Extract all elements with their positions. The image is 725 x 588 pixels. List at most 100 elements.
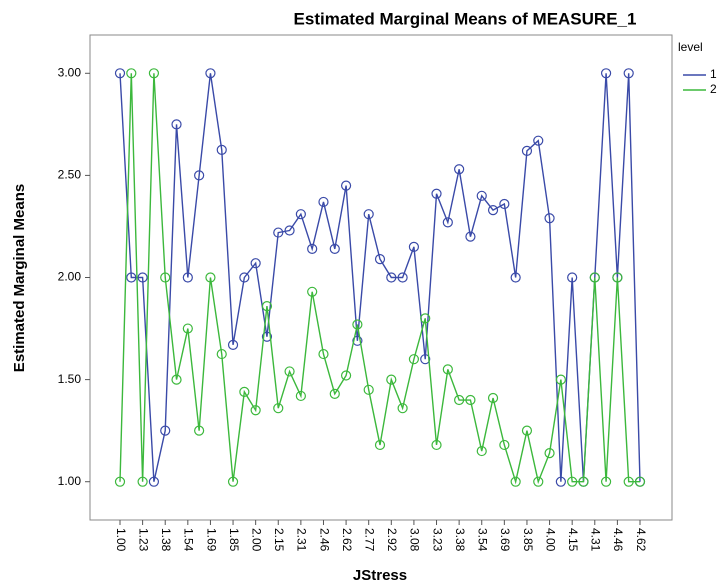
data-point	[329, 388, 340, 399]
data-point	[623, 68, 634, 79]
data-point	[216, 348, 227, 360]
x-tick-label: 2.46	[317, 528, 331, 552]
data-point	[160, 272, 171, 283]
x-tick-label: 4.62	[634, 528, 648, 552]
x-tick-label: 4.46	[611, 528, 625, 552]
data-point	[284, 225, 295, 236]
data-point	[250, 258, 261, 269]
data-point	[544, 448, 555, 459]
data-point	[386, 374, 397, 385]
x-tick-label: 2.15	[272, 528, 286, 552]
data-point	[137, 272, 148, 283]
x-tick-label: 4.00	[543, 528, 557, 552]
data-point	[408, 241, 420, 252]
data-point	[340, 370, 352, 381]
data-point	[148, 68, 160, 79]
data-point	[589, 272, 600, 283]
data-point	[465, 394, 476, 406]
data-point	[194, 425, 205, 436]
data-point	[194, 170, 205, 181]
data-point	[634, 476, 646, 487]
data-point	[126, 68, 137, 79]
x-tick-label: 2.31	[295, 528, 309, 552]
data-point	[431, 188, 442, 199]
data-point	[521, 145, 533, 156]
x-tick-label: 3.38	[453, 528, 467, 552]
data-point	[465, 231, 476, 242]
data-point	[623, 476, 634, 487]
y-axis-title: Estimated Marginal Means	[11, 184, 28, 372]
data-point	[454, 394, 465, 406]
data-point	[160, 425, 171, 436]
data-point	[442, 364, 453, 375]
x-tick-label: 4.15	[566, 528, 580, 552]
data-point	[454, 164, 465, 175]
data-point	[171, 119, 182, 130]
data-point	[386, 272, 397, 283]
data-point	[171, 374, 182, 385]
x-tick-label: 1.85	[227, 528, 241, 552]
data-point	[352, 335, 363, 346]
data-point	[318, 348, 329, 360]
legend-title: level	[678, 40, 703, 54]
data-point	[544, 213, 555, 224]
data-point	[555, 476, 566, 487]
data-point	[273, 403, 284, 414]
data-point	[431, 439, 442, 451]
x-tick-label: 3.54	[476, 528, 490, 552]
data-point	[318, 196, 329, 208]
data-point	[374, 439, 386, 451]
data-point	[295, 209, 306, 220]
data-point	[510, 476, 521, 487]
data-point	[397, 403, 408, 414]
data-point	[578, 476, 589, 487]
data-point	[499, 439, 510, 451]
x-tick-label: 1.69	[204, 528, 218, 552]
data-point	[397, 272, 408, 283]
data-point	[148, 476, 160, 487]
legend-label: 2	[710, 82, 717, 96]
data-point	[420, 313, 431, 324]
data-point	[216, 144, 227, 155]
y-tick-label: 1.50	[58, 372, 82, 386]
data-point	[205, 272, 216, 283]
data-point	[227, 339, 239, 350]
data-point	[126, 272, 137, 283]
data-point	[227, 476, 239, 487]
data-point	[567, 272, 578, 283]
data-point	[487, 205, 499, 216]
data-point	[533, 476, 544, 487]
data-point	[182, 323, 193, 334]
data-point	[137, 476, 148, 487]
data-point	[340, 180, 352, 191]
data-point	[239, 386, 250, 397]
data-point	[374, 254, 386, 265]
data-point	[114, 476, 126, 487]
x-tick-label: 2.62	[340, 528, 354, 552]
x-tick-label: 1.23	[136, 528, 150, 552]
data-point	[182, 272, 193, 283]
x-tick-label: 2.77	[363, 528, 377, 552]
y-tick-label: 2.00	[58, 270, 82, 284]
data-point	[261, 331, 273, 342]
data-point	[284, 366, 295, 377]
y-tick-label: 2.50	[58, 168, 82, 182]
x-tick-label: 3.69	[498, 528, 512, 552]
data-point	[476, 445, 487, 457]
data-point	[261, 300, 273, 312]
data-point	[239, 272, 250, 283]
x-tick-label: 3.85	[521, 528, 535, 552]
data-point	[476, 190, 487, 201]
data-point	[612, 272, 623, 283]
data-point	[205, 68, 216, 79]
series-line	[119, 73, 640, 485]
series-line	[119, 73, 641, 482]
data-point	[555, 374, 566, 385]
x-tick-label: 1.00	[114, 528, 128, 552]
data-point	[487, 392, 499, 404]
data-point	[600, 476, 612, 487]
data-point	[273, 227, 284, 238]
data-point	[363, 209, 374, 220]
x-tick-label: 2.00	[249, 528, 263, 552]
